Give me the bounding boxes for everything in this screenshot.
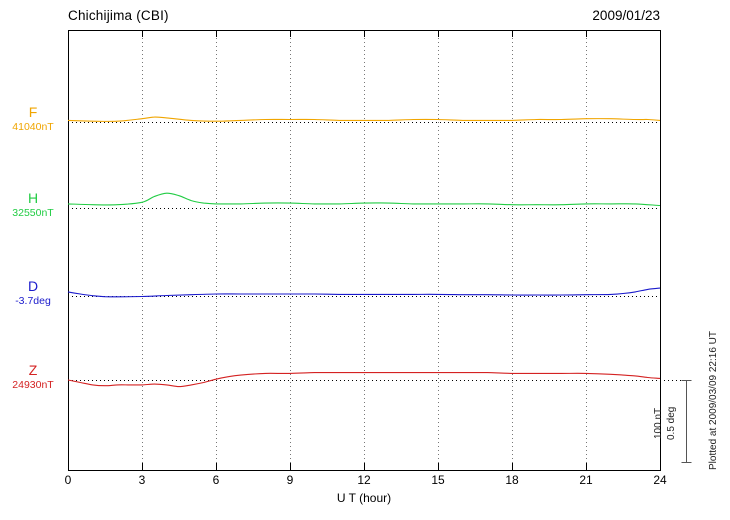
series-letter-F: F bbox=[28, 104, 38, 120]
series-label-D: D -3.7deg bbox=[2, 278, 64, 308]
x-tick-label-6: 6 bbox=[212, 473, 220, 487]
x-tick-label-12: 12 bbox=[357, 473, 371, 487]
x-tick-label-3: 3 bbox=[138, 473, 146, 487]
trace-Z bbox=[67, 372, 661, 388]
series-label-H: H 32550nT bbox=[2, 190, 64, 220]
x-tick-label-9: 9 bbox=[286, 473, 294, 487]
trace-F bbox=[67, 116, 661, 122]
series-label-F: F 41040nT bbox=[2, 104, 64, 134]
x-axis-title: U T (hour) bbox=[336, 491, 392, 505]
series-baseline-H: 32550nT bbox=[12, 207, 54, 219]
trace-D bbox=[67, 287, 661, 298]
x-tick-label-0: 0 bbox=[64, 473, 72, 487]
x-tick-label-15: 15 bbox=[431, 473, 445, 487]
scale-deg-label: 0.5 deg bbox=[666, 406, 677, 440]
x-axis-tick-labels: 0 3 6 9 12 15 18 21 24 bbox=[0, 473, 730, 489]
plotted-at-note: Plotted at 2009/03/09 22:16 UT bbox=[708, 331, 719, 470]
trace-H bbox=[67, 192, 661, 207]
x-tick-label-18: 18 bbox=[505, 473, 519, 487]
plot-date: 2009/01/23 bbox=[592, 8, 660, 23]
scale-nt-label: 100 nT bbox=[653, 407, 664, 439]
series-baseline-D: -3.7deg bbox=[15, 295, 51, 307]
series-label-Z: Z 24930nT bbox=[2, 362, 64, 392]
series-letter-D: D bbox=[27, 278, 39, 294]
x-tick-label-24: 24 bbox=[653, 473, 667, 487]
series-letter-H: H bbox=[27, 190, 39, 206]
scale-bar-labels: 100 nT 0.5 deg bbox=[652, 384, 678, 462]
x-tick-label-21: 21 bbox=[579, 473, 593, 487]
series-letter-Z: Z bbox=[28, 362, 38, 378]
series-baseline-F: 41040nT bbox=[12, 121, 54, 133]
station-title: Chichijima (CBI) bbox=[68, 8, 169, 23]
series-baseline-Z: 24930nT bbox=[12, 379, 54, 391]
